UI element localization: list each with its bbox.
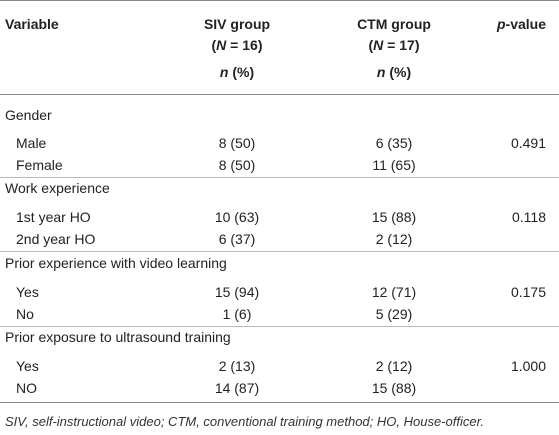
section-rule — [0, 251, 559, 252]
cell-ctm: 15 (88) — [371, 209, 417, 225]
header-ctm-npct: n (%) — [376, 64, 412, 80]
cell-ctm: 6 (35) — [375, 135, 413, 151]
cell-p: 1.000 — [510, 358, 546, 374]
cell-siv: 14 (87) — [214, 380, 260, 396]
header-variable: Variable — [5, 16, 59, 32]
cell-siv: 15 (94) — [214, 284, 260, 300]
header-ctm-group: CTM group — [357, 16, 431, 32]
top-rule — [0, 0, 559, 1]
cell-ctm: 2 (12) — [375, 358, 413, 374]
cell-ctm: 11 (65) — [372, 157, 416, 173]
row-label: Male — [16, 135, 47, 151]
bottom-rule — [0, 402, 559, 403]
cell-p: 0.491 — [510, 135, 546, 151]
cell-p: 0.175 — [510, 284, 546, 300]
cell-siv: 2 (13) — [218, 358, 256, 374]
cell-siv: 8 (50) — [218, 135, 256, 151]
header-siv-group: SIV group — [203, 16, 271, 32]
row-label: Yes — [16, 284, 39, 300]
table-footnote: SIV, self-instructional video; CTM, conv… — [5, 414, 485, 429]
row-label: No — [16, 306, 34, 322]
row-label: Female — [16, 157, 63, 173]
row-label: NO — [16, 380, 37, 396]
section-rule — [0, 326, 559, 327]
header-ctm-n: (N = 17) — [368, 37, 420, 53]
cell-siv: 8 (50) — [218, 157, 256, 173]
cell-siv: 1 (6) — [222, 306, 252, 322]
header-rule — [0, 94, 559, 95]
header-p-value: p-value — [496, 16, 546, 32]
section-title: Work experience — [5, 180, 110, 196]
header-siv-npct: n (%) — [219, 64, 255, 80]
section-title: Gender — [5, 107, 52, 123]
row-label: 2nd year HO — [16, 231, 96, 247]
cell-siv: 6 (37) — [218, 231, 256, 247]
cell-ctm: 5 (29) — [375, 306, 413, 322]
cell-ctm: 2 (12) — [375, 231, 413, 247]
section-title: Prior exposure to ultrasound training — [5, 329, 231, 345]
header-siv-n: (N = 16) — [211, 37, 263, 53]
cell-siv: 10 (63) — [214, 209, 260, 225]
row-label: 1st year HO — [16, 209, 91, 225]
cell-p: 0.118 — [512, 209, 546, 225]
cell-ctm: 12 (71) — [371, 284, 417, 300]
section-title: Prior experience with video learning — [5, 255, 227, 271]
row-label: Yes — [16, 358, 39, 374]
section-rule — [0, 177, 559, 178]
cell-ctm: 15 (88) — [371, 380, 417, 396]
